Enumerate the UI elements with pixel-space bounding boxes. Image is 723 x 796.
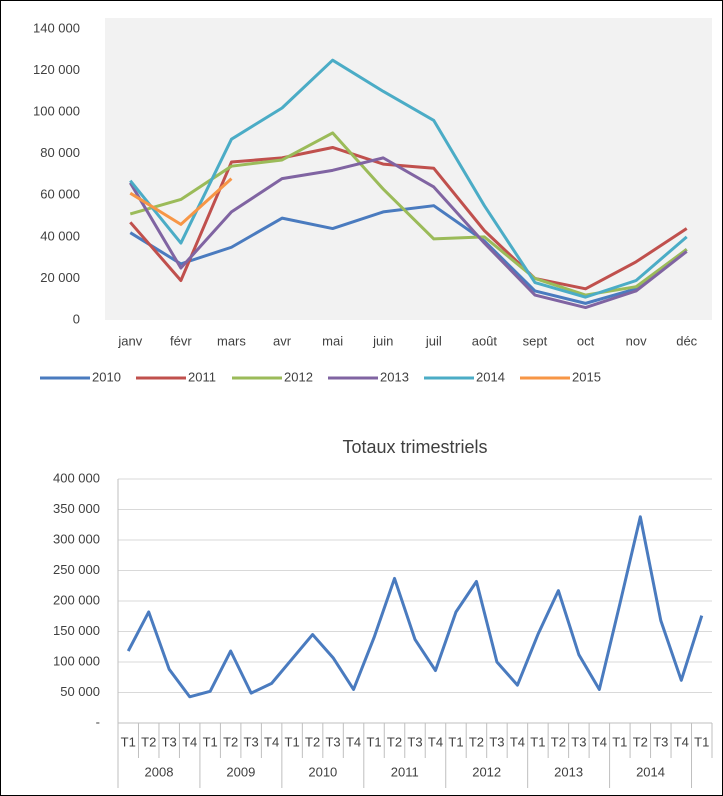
y-tick-label: 120 000 (33, 62, 80, 77)
line-series (129, 204, 688, 305)
x-tick-label: T3 (489, 734, 504, 749)
x-tick-label: T1 (530, 734, 545, 749)
x-tick-label: T2 (305, 734, 320, 749)
y-tick-label: 140 000 (33, 20, 80, 35)
plot-background (105, 18, 712, 320)
x-tick-label: T4 (674, 734, 689, 749)
x-tick-label: mai (322, 333, 343, 348)
group-label: 2013 (554, 764, 583, 779)
y-tick-label: 400 000 (53, 470, 100, 485)
y-tick-label: 350 000 (53, 501, 100, 516)
group-label: 2010 (308, 764, 337, 779)
x-tick-label: T3 (325, 734, 340, 749)
y-tick-label: 300 000 (53, 531, 100, 546)
line-series (129, 145, 688, 291)
x-tick-label: T3 (653, 734, 668, 749)
y-tick-label: 250 000 (53, 562, 100, 577)
x-tick-label: sept (523, 333, 548, 348)
y-tick-label: 100 000 (33, 104, 80, 119)
x-tick-label: T2 (223, 734, 238, 749)
line-series (129, 156, 688, 310)
x-tick-label: févr (170, 333, 192, 348)
x-tick-label: T3 (407, 734, 422, 749)
legend-label: 2014 (476, 369, 505, 384)
x-tick-label: T4 (428, 734, 443, 749)
x-tick-label: T4 (592, 734, 607, 749)
x-tick-label: nov (626, 333, 647, 348)
x-tick-label: T1 (612, 734, 627, 749)
x-tick-label: T2 (387, 734, 402, 749)
x-tick-label: janv (117, 333, 142, 348)
legend-label: 2010 (92, 369, 121, 384)
y-tick-label: 0 (73, 311, 80, 326)
x-tick-label: T2 (469, 734, 484, 749)
x-tick-label: mars (217, 333, 246, 348)
line-series (129, 58, 688, 299)
line-series (129, 177, 233, 226)
y-tick-label: 80 000 (40, 145, 80, 160)
x-tick-label: T1 (203, 734, 218, 749)
group-label: 2014 (636, 764, 665, 779)
x-tick-label: T4 (510, 734, 525, 749)
chart-title: Totaux trimestriels (342, 437, 487, 457)
x-tick-label: juil (425, 333, 442, 348)
y-tick-label: 150 000 (53, 623, 100, 638)
x-tick-label: T3 (571, 734, 586, 749)
y-tick-label: 20 000 (40, 270, 80, 285)
x-tick-label: T2 (551, 734, 566, 749)
y-tick-label: 100 000 (53, 653, 100, 668)
x-tick-label: T3 (162, 734, 177, 749)
group-label: 2008 (145, 764, 174, 779)
x-tick-label: T2 (633, 734, 648, 749)
legend-label: 2013 (380, 369, 409, 384)
x-tick-label: T1 (285, 734, 300, 749)
y-tick-label: 200 000 (53, 592, 100, 607)
x-tick-label: T1 (694, 734, 709, 749)
y-tick-label: 60 000 (40, 187, 80, 202)
group-label: 2009 (226, 764, 255, 779)
legend-label: 2012 (284, 369, 313, 384)
y-tick-label: - (96, 714, 100, 729)
y-tick-label: 40 000 (40, 228, 80, 243)
line-series (126, 515, 704, 699)
x-tick-label: T3 (244, 734, 259, 749)
group-label: 2012 (472, 764, 501, 779)
x-tick-label: déc (676, 333, 697, 348)
x-tick-label: oct (577, 333, 595, 348)
x-tick-label: T1 (366, 734, 381, 749)
x-tick-label: T1 (448, 734, 463, 749)
x-tick-label: août (472, 333, 498, 348)
x-tick-label: T4 (346, 734, 361, 749)
x-tick-label: T1 (121, 734, 136, 749)
legend-label: 2011 (188, 369, 216, 384)
legend-label: 2015 (572, 369, 601, 384)
x-tick-label: juin (372, 333, 393, 348)
x-tick-label: avr (273, 333, 292, 348)
x-tick-label: T4 (182, 734, 197, 749)
y-tick-label: 50 000 (60, 684, 100, 699)
x-tick-label: T2 (141, 734, 156, 749)
group-label: 2011 (391, 764, 419, 779)
x-tick-label: T4 (264, 734, 279, 749)
